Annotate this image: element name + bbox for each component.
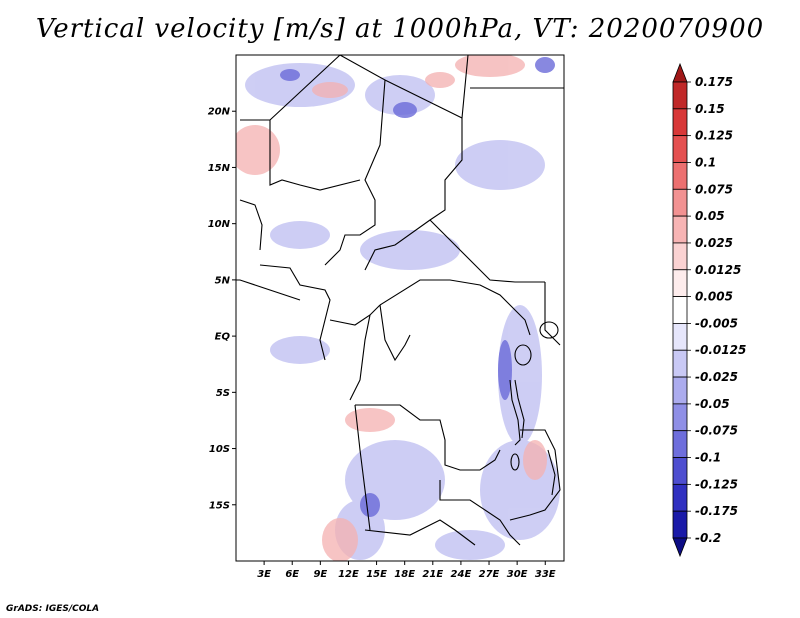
lon-tick-label: 15E bbox=[366, 569, 387, 580]
colorbar-swatch bbox=[672, 323, 688, 351]
colorbar-swatch bbox=[672, 242, 688, 271]
lon-tick-label: 6E bbox=[285, 569, 299, 580]
colorbar-swatch bbox=[672, 349, 688, 378]
colorbar-swatch bbox=[672, 269, 688, 297]
colorbar-top-triangle bbox=[672, 62, 688, 83]
colorbar-label: 0.15 bbox=[695, 102, 725, 116]
colorbar-label: 0.125 bbox=[695, 129, 733, 143]
latitude-axis: 20N 15N 10N 5N EQ 5S 10S 15S bbox=[208, 107, 236, 511]
velocity-field bbox=[236, 55, 560, 561]
lon-tick-label: 27E bbox=[479, 569, 500, 580]
colorbar-swatch bbox=[672, 108, 688, 137]
lat-tick-label: 10N bbox=[208, 219, 231, 230]
colorbar-swatch bbox=[672, 403, 688, 432]
plot-frame bbox=[235, 54, 565, 562]
colorbar-label: 0.05 bbox=[695, 209, 725, 223]
country-borders bbox=[236, 55, 564, 546]
longitude-axis: 3E 6E 9E 12E 15E 18E 21E 24E 27E 30E 33E bbox=[257, 561, 556, 580]
colorbar-label: 0.005 bbox=[695, 290, 733, 304]
lat-tick-label: 15S bbox=[209, 500, 230, 511]
colorbar-label: -0.175 bbox=[695, 504, 738, 518]
lat-tick-label: 5S bbox=[216, 388, 230, 399]
lat-tick-label: 15N bbox=[208, 163, 231, 174]
colorbar-label: -0.05 bbox=[695, 397, 730, 411]
colorbar-label: -0.125 bbox=[695, 477, 738, 491]
lat-tick-label: 20N bbox=[208, 107, 231, 118]
strong-negative-regions bbox=[280, 57, 555, 517]
colorbar-label: -0.0125 bbox=[695, 343, 746, 357]
colorbar-swatch bbox=[672, 215, 688, 244]
colorbar-swatch bbox=[672, 510, 688, 539]
lakes bbox=[509, 321, 559, 496]
lat-tick-label: EQ bbox=[215, 332, 231, 343]
colorbar-swatch bbox=[672, 188, 688, 217]
colorbar-swatch bbox=[672, 81, 688, 110]
colorbar-label: -0.075 bbox=[695, 424, 738, 438]
colorbar-label: -0.025 bbox=[695, 370, 738, 384]
colorbar-label: -0.1 bbox=[695, 451, 721, 465]
colorbar-swatch bbox=[672, 457, 688, 485]
lon-tick-label: 3E bbox=[257, 569, 271, 580]
colorbar-swatch bbox=[672, 483, 688, 512]
colorbar-swatch bbox=[672, 296, 688, 324]
map-title: Vertical velocity [m/s] at 1000hPa, VT: … bbox=[35, 14, 765, 44]
lon-tick-label: 18E bbox=[394, 569, 415, 580]
colorbar-swatch bbox=[672, 162, 688, 190]
lon-tick-label: 30E bbox=[507, 569, 528, 580]
lon-tick-label: 24E bbox=[451, 569, 472, 580]
colorbar-label: 0.1 bbox=[695, 155, 716, 169]
colorbar-label: -0.005 bbox=[695, 316, 738, 330]
colorbar-label: -0.2 bbox=[695, 531, 721, 545]
lat-tick-label: 5N bbox=[215, 275, 231, 286]
lon-tick-label: 21E bbox=[422, 569, 443, 580]
colorbar-label: 0.0125 bbox=[695, 263, 741, 277]
colorbar-swatch bbox=[672, 430, 688, 458]
lon-tick-label: 9E bbox=[313, 569, 327, 580]
lon-tick-label: 33E bbox=[535, 569, 556, 580]
lon-tick-label: 12E bbox=[338, 569, 359, 580]
colorbar-label: 0.025 bbox=[695, 236, 733, 250]
map-plot-area bbox=[235, 54, 565, 562]
grads-credit: GrADS: IGES/COLA bbox=[6, 604, 100, 614]
lat-tick-label: 10S bbox=[209, 444, 230, 455]
colorbar-bottom-triangle bbox=[672, 537, 688, 558]
colorbar: 0.175 0.15 0.125 0.1 0.075 0.05 0.025 0.0125 0.0… bbox=[672, 62, 746, 558]
colorbar-label: 0.075 bbox=[695, 182, 733, 196]
colorbar-swatch bbox=[672, 376, 688, 405]
colorbar-label: 0.175 bbox=[695, 75, 733, 89]
colorbar-swatch bbox=[672, 135, 688, 163]
